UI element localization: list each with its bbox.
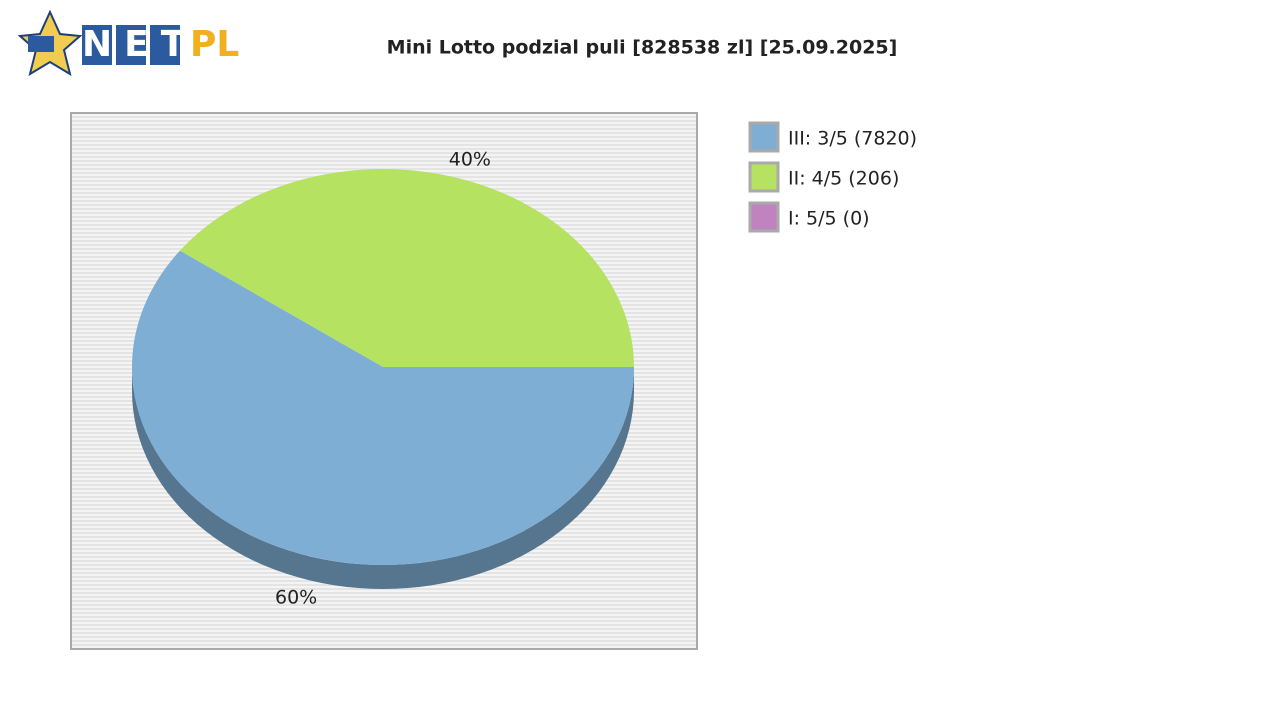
legend-swatch bbox=[748, 201, 780, 233]
legend-label: II: 4/5 (206) bbox=[788, 168, 899, 190]
pie: 60% 40% bbox=[132, 148, 634, 609]
logo-text: PL bbox=[190, 24, 239, 65]
slice-label: 60% bbox=[275, 587, 317, 609]
legend-label: III: 3/5 (7820) bbox=[788, 128, 917, 150]
chart-title: Mini Lotto podzial puli [828538 zl] [25.… bbox=[387, 37, 898, 59]
legend-swatch bbox=[748, 161, 780, 193]
pie-slice bbox=[179, 168, 634, 367]
logo-box bbox=[150, 25, 180, 65]
slice-label: 40% bbox=[449, 148, 491, 170]
logo-box bbox=[82, 25, 112, 65]
pie-slice bbox=[132, 250, 634, 565]
legend-swatch bbox=[748, 121, 780, 153]
logo-text: NET bbox=[82, 24, 197, 65]
legend-label: I: 5/5 (0) bbox=[788, 208, 870, 230]
legend: III: 3/5 (7820) II: 4/5 (206) I: 5/5 (0) bbox=[748, 121, 917, 233]
logo-box bbox=[116, 25, 146, 65]
